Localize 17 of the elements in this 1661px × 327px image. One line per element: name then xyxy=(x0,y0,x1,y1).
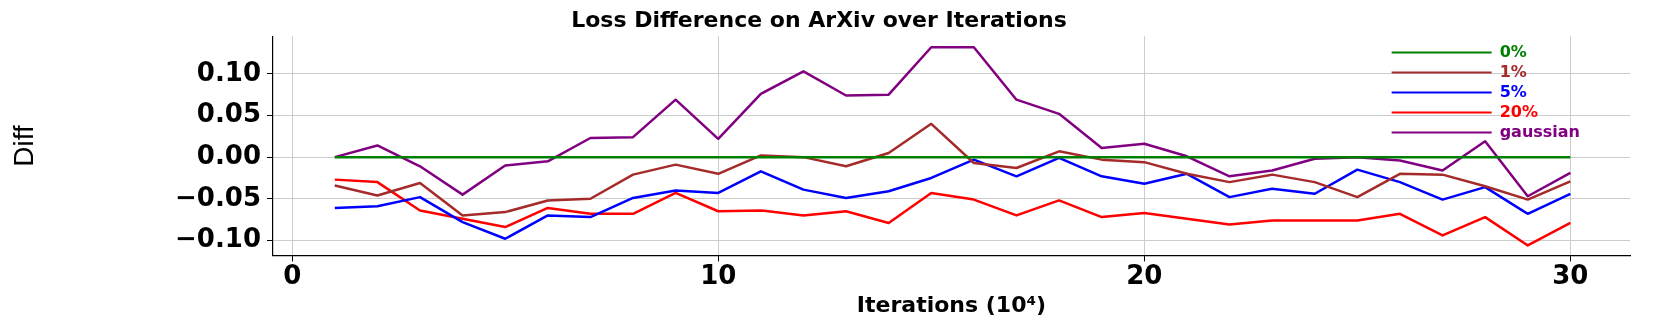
x-axis-title: Iterations (10⁴) xyxy=(856,291,1047,317)
x-tick-label: 20 xyxy=(1126,259,1163,290)
x-tick-label: 30 xyxy=(1552,259,1589,290)
y-tick-label: −0.05 xyxy=(175,181,261,212)
text: 5% xyxy=(1499,81,1527,101)
x-tick-label: 0 xyxy=(283,259,302,290)
chart-title: Loss Difference on ArXiv over Iterations xyxy=(571,6,1067,32)
x-tick-label: 10 xyxy=(700,259,737,290)
y-tick-label: 0.05 xyxy=(196,98,261,129)
series-label: gaussian xyxy=(1499,121,1580,141)
y-tick-label: 0.10 xyxy=(196,56,261,87)
text: 20% xyxy=(1499,101,1538,121)
y-axis-title: Diff xyxy=(7,124,39,167)
text: 0% xyxy=(1499,41,1527,61)
y-tick-label: −0.10 xyxy=(175,223,261,254)
text: 1% xyxy=(1499,61,1527,81)
y-tick-label: 0.00 xyxy=(196,139,261,170)
